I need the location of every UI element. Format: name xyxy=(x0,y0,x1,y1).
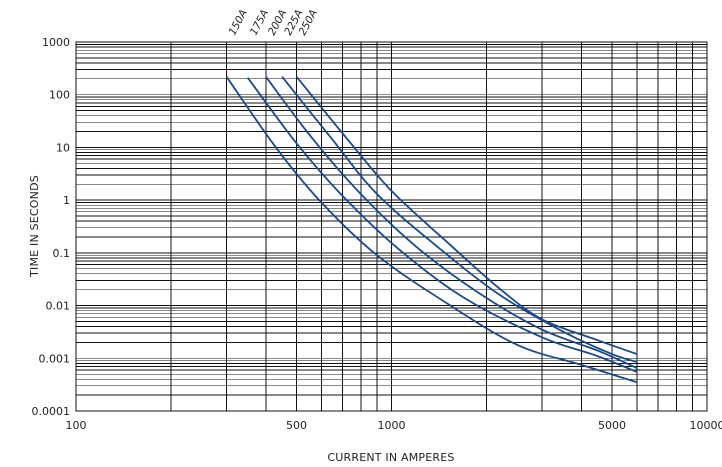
y-tick-label: 1000 xyxy=(42,36,70,49)
curve-label-150a: 150A xyxy=(227,8,250,38)
y-tick-label: 10 xyxy=(56,141,70,154)
grid xyxy=(75,42,707,412)
curve-225a xyxy=(281,76,638,363)
curve-250a xyxy=(295,76,638,355)
x-tick-label: 5000 xyxy=(598,419,626,432)
curves xyxy=(225,76,638,384)
y-tick-labels: 1000 100 10 1 0.1 0.01 0.001 0.0001 xyxy=(32,36,71,418)
x-tick-label: 500 xyxy=(286,419,307,432)
y-tick-label: 100 xyxy=(49,89,70,102)
curve-150a xyxy=(225,76,638,384)
plot-frame xyxy=(75,41,708,412)
y-tick-label: 0.1 xyxy=(53,247,71,260)
x-tick-labels: 100 500 1000 5000 10000 xyxy=(66,419,722,432)
y-tick-label: 1 xyxy=(63,194,70,207)
curve-200a xyxy=(265,76,638,369)
y-tick-label: 0.0001 xyxy=(32,405,71,418)
x-tick-label: 100 xyxy=(66,419,87,432)
y-axis-title: TIME IN SECONDS xyxy=(28,175,41,278)
x-tick-label: 1000 xyxy=(378,419,406,432)
y-tick-label: 0.001 xyxy=(39,352,71,365)
x-tick-label: 10000 xyxy=(690,419,722,432)
y-tick-label: 0.01 xyxy=(46,300,71,313)
curve-175a xyxy=(246,77,638,373)
x-axis-title: CURRENT IN AMPERES xyxy=(327,451,454,464)
